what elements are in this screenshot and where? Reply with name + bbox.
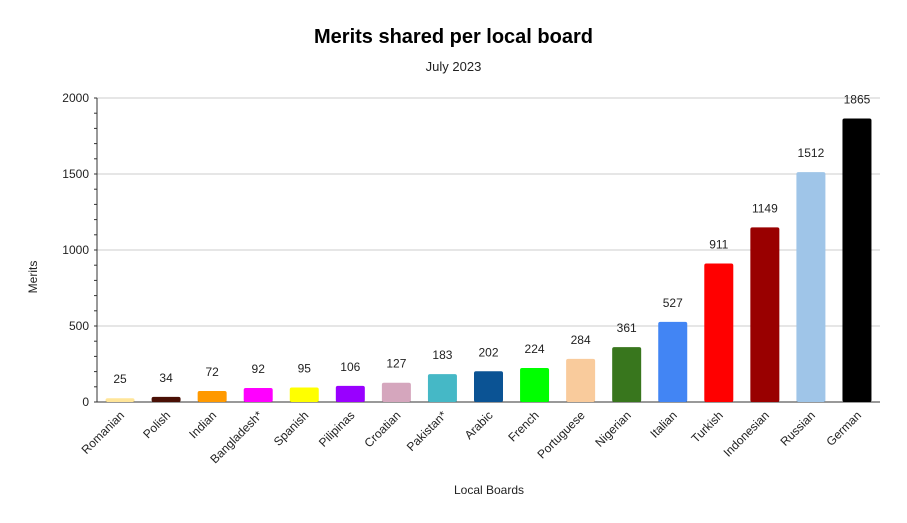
bar-indonesian — [750, 227, 780, 402]
data-label: 284 — [571, 333, 591, 347]
data-label: 1512 — [798, 146, 825, 160]
data-label: 527 — [663, 296, 683, 310]
x-tick-label: Portuguese — [534, 408, 588, 462]
data-label: 127 — [386, 357, 406, 371]
bar-pakistan — [427, 374, 457, 402]
x-tick-label: Turkish — [689, 408, 726, 445]
bar-croatian — [381, 382, 411, 402]
y-tick-label: 500 — [69, 319, 89, 333]
x-tick-label: Pakistan* — [404, 408, 450, 454]
x-tick-label: German — [824, 408, 865, 449]
bar-romanian — [105, 398, 135, 402]
data-label: 911 — [709, 238, 728, 252]
bars — [105, 118, 872, 403]
labels: 0 500 1000 1500 2000 25 Romanian 34 Polish 72 Indi… — [62, 91, 870, 466]
data-label: 34 — [159, 371, 173, 385]
data-label: 202 — [478, 345, 498, 359]
bar-portuguese — [566, 358, 596, 402]
x-tick-label: French — [505, 408, 541, 444]
data-label: 95 — [298, 362, 312, 376]
data-label: 361 — [617, 321, 637, 335]
x-tick-label: Polish — [140, 408, 173, 441]
chart-subtitle: July 2023 — [425, 59, 482, 74]
y-tick-label: 1000 — [62, 243, 89, 257]
bar-turkish — [704, 263, 734, 402]
data-label: 183 — [432, 348, 452, 362]
bar-italian — [658, 321, 688, 402]
data-label: 92 — [252, 362, 266, 376]
bar-spanish — [289, 387, 319, 402]
y-tick-label: 2000 — [62, 91, 89, 105]
data-label: 1865 — [844, 93, 871, 107]
y-tick-label: 0 — [82, 395, 89, 409]
x-tick-label: Pilipinas — [316, 408, 358, 450]
chart-title: Merits shared per local board — [314, 26, 593, 48]
x-tick-label: Nigerian — [592, 408, 634, 450]
x-tick-label: Russian — [777, 408, 818, 449]
data-label: 25 — [113, 372, 127, 386]
y-axis-title: Merits — [26, 261, 40, 294]
bar-german — [842, 118, 872, 403]
bar-pilipinas — [335, 385, 365, 402]
data-label: 72 — [205, 365, 219, 379]
bar-polish — [151, 396, 181, 402]
x-tick-label: Indonesian — [721, 408, 772, 459]
x-axis-title: Local Boards — [454, 483, 524, 497]
data-label: 1149 — [752, 201, 778, 215]
grid-lines — [97, 97, 880, 327]
bar-russian — [796, 172, 826, 402]
x-tick-label: Romanian — [79, 408, 128, 457]
data-label: 106 — [340, 360, 360, 374]
bar-french — [520, 367, 550, 402]
y-tick-label: 1500 — [62, 167, 89, 181]
bar-bangladesh — [243, 388, 273, 402]
bar-indian — [197, 391, 227, 402]
x-tick-label: Indian — [186, 408, 219, 441]
x-tick-label: Arabic — [462, 408, 496, 442]
data-label: 224 — [525, 342, 545, 356]
x-tick-label: Italian — [647, 408, 680, 441]
x-tick-label: Spanish — [271, 408, 312, 449]
bar-arabic — [474, 371, 503, 402]
x-tick-label: Croatian — [362, 408, 404, 450]
bar-nigerian — [612, 347, 642, 402]
